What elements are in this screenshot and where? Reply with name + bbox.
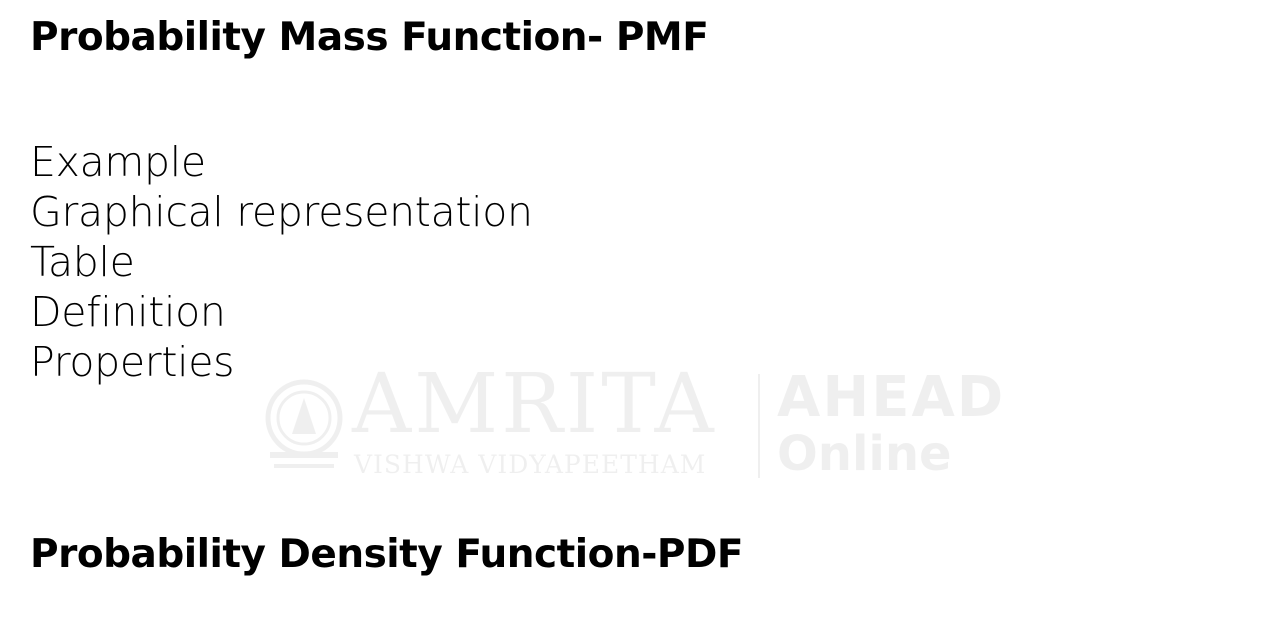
heading-pdf: Probability Density Function-PDF	[30, 532, 744, 577]
amrita-seal-icon	[265, 379, 343, 468]
topic-list: Example Graphical representation Table D…	[30, 137, 533, 387]
topic-item-definition: Definition	[30, 288, 226, 336]
heading-pmf: Probability Mass Function- PMF	[30, 15, 709, 60]
watermark-subtitle: VISHWA VIDYAPEETHAM	[354, 450, 707, 479]
watermark-ahead: AHEAD	[777, 365, 1006, 430]
watermark-divider	[758, 374, 760, 478]
topic-item-graphical-representation: Graphical representation	[30, 188, 533, 236]
topic-item-example: Example	[30, 138, 206, 186]
topic-item-properties: Properties	[30, 338, 235, 386]
watermark-online: Online	[777, 426, 952, 482]
amrita-ahead-watermark: AMRITA VISHWA VIDYAPEETHAM AHEAD Online	[262, 364, 1042, 485]
topic-item-table: Table	[30, 238, 135, 286]
